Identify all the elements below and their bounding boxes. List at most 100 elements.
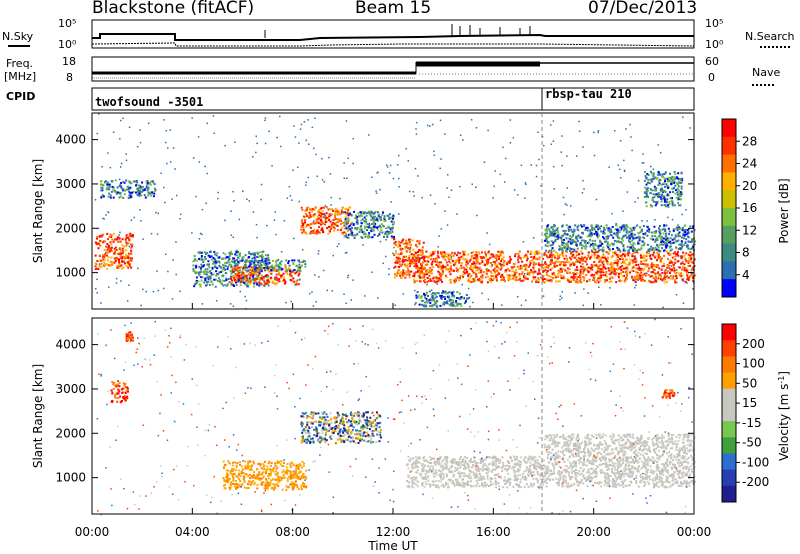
heatmap-cell <box>276 136 278 139</box>
heatmap-cell <box>640 262 643 265</box>
heatmap-cell <box>125 188 128 191</box>
heatmap-cell <box>620 262 623 265</box>
heatmap-cell <box>668 261 671 264</box>
heatmap-cell <box>130 333 133 336</box>
heatmap-cell <box>660 274 662 277</box>
heatmap-cell <box>571 250 574 253</box>
heatmap-cell <box>98 265 101 268</box>
heatmap-cell <box>94 199 97 201</box>
heatmap-cell <box>566 267 569 270</box>
heatmap-cell <box>220 282 223 285</box>
heatmap-cell <box>267 282 270 285</box>
heatmap-cell <box>516 265 519 268</box>
heatmap-cell <box>561 164 563 167</box>
heatmap-cell <box>268 262 271 264</box>
heatmap-cell <box>259 261 262 264</box>
heatmap-cell <box>642 280 645 283</box>
heatmap-cell <box>547 256 550 259</box>
heatmap-cell <box>564 229 567 232</box>
heatmap-cell <box>448 299 451 302</box>
heatmap-cell <box>591 273 594 276</box>
heatmap-cell <box>626 263 629 266</box>
heatmap-cell <box>283 220 286 222</box>
heatmap-cell <box>198 273 201 276</box>
heatmap-cell <box>421 263 424 266</box>
heatmap-cell <box>405 245 408 248</box>
heatmap-cell <box>572 239 575 242</box>
heatmap-cell <box>650 281 653 284</box>
heatmap-cell <box>652 168 655 170</box>
heatmap-cell <box>432 266 435 268</box>
heatmap-cell <box>606 261 609 263</box>
heatmap-cell <box>451 293 454 296</box>
heatmap-cell <box>438 278 441 281</box>
heatmap-cell <box>96 278 98 281</box>
heatmap-cell <box>112 240 115 243</box>
heatmap-cell <box>448 303 451 306</box>
heatmap-cell <box>280 145 282 148</box>
heatmap-cell <box>582 258 585 261</box>
heatmap-cell <box>264 142 267 145</box>
heatmap-cell <box>347 157 349 160</box>
heatmap-cell <box>666 271 668 274</box>
heatmap-cell <box>663 227 666 230</box>
heatmap-cell <box>618 267 621 270</box>
heatmap-cell <box>645 201 648 204</box>
heatmap-cell <box>266 275 268 278</box>
heatmap-cell <box>551 267 554 270</box>
heatmap-cell <box>203 281 206 284</box>
heatmap-cell <box>393 246 395 249</box>
cpid-segment-label: rbsp-tau 210 <box>545 87 632 101</box>
heatmap-cell <box>682 251 685 254</box>
heatmap-cell <box>257 269 260 272</box>
heatmap-cell <box>630 233 633 236</box>
heatmap-cell <box>618 230 621 233</box>
heatmap-cell <box>353 237 356 239</box>
heatmap-cell <box>424 281 426 284</box>
heatmap-cell <box>658 196 661 198</box>
heatmap-cell <box>559 260 561 263</box>
heatmap-cell <box>247 265 250 268</box>
heatmap-cell <box>230 282 233 285</box>
heatmap-cell <box>411 257 414 260</box>
heatmap-cell <box>249 262 252 265</box>
heatmap-cell <box>658 257 661 259</box>
heatmap-cell <box>550 254 553 257</box>
heatmap-cell <box>419 270 422 273</box>
heatmap-cell <box>658 273 661 276</box>
heatmap-cell <box>680 257 683 260</box>
heatmap-cell <box>553 188 555 190</box>
heatmap-cell <box>255 260 258 263</box>
heatmap-cell <box>446 253 449 256</box>
heatmap-cell <box>312 231 315 234</box>
heatmap-cell <box>379 188 381 191</box>
heatmap-cell <box>347 225 350 228</box>
heatmap-cell <box>436 254 439 257</box>
heatmap-cell <box>661 247 663 250</box>
heatmap-cell <box>602 271 605 274</box>
heatmap-cell <box>596 224 599 227</box>
heatmap-cell <box>388 226 391 229</box>
heatmap-cell <box>653 196 656 199</box>
heatmap-cell <box>678 235 681 238</box>
heatmap-cell <box>338 243 340 245</box>
heatmap-cell <box>630 246 633 249</box>
heatmap-cell <box>575 250 578 253</box>
heatmap-cell <box>450 302 453 305</box>
heatmap-cell <box>416 291 419 293</box>
heatmap-cell <box>326 289 328 292</box>
heatmap-cell <box>674 271 676 274</box>
heatmap-cell <box>504 280 506 283</box>
heatmap-cell <box>515 271 518 274</box>
heatmap-cell <box>250 253 252 256</box>
heatmap-cell <box>674 258 677 261</box>
heatmap-cell <box>467 253 470 256</box>
heatmap-cell <box>424 304 427 307</box>
heatmap-cell <box>394 304 396 306</box>
heatmap-cell <box>642 153 644 155</box>
heatmap-cell <box>430 258 432 261</box>
heatmap-cell <box>489 279 492 282</box>
heatmap-cell <box>518 250 521 253</box>
heatmap-cell <box>324 215 327 218</box>
heatmap-cell <box>690 261 693 264</box>
